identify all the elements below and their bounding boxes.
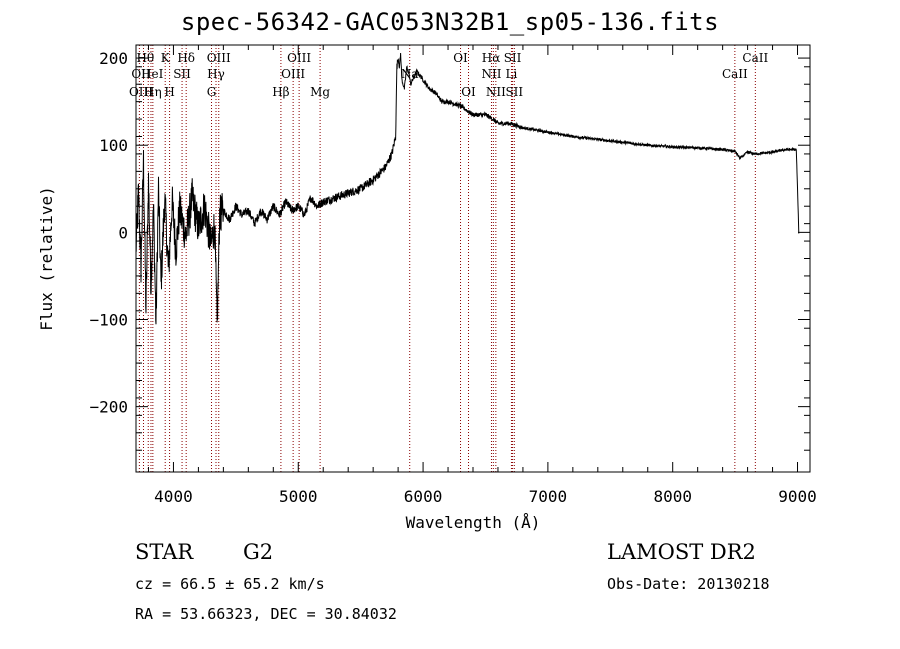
line-label: SII	[505, 85, 523, 99]
line-label: SII	[173, 67, 191, 81]
line-label: OI	[453, 51, 468, 65]
line-label: OIII	[281, 67, 305, 81]
line-label: OIII	[207, 51, 231, 65]
y-tick-label: 100	[99, 136, 128, 155]
x-tick-label: 6000	[404, 487, 443, 506]
line-label: CaII	[722, 67, 748, 81]
line-label: Hγ	[207, 67, 225, 81]
spectral-line-markers	[138, 45, 756, 472]
line-label: Hα	[482, 51, 501, 65]
object-subclass: G2	[243, 540, 274, 564]
line-label: K	[161, 51, 171, 65]
x-tick-label: 7000	[529, 487, 568, 506]
plot-frame	[135, 44, 811, 473]
x-axis-label: Wavelength (Å)	[406, 513, 541, 532]
line-label: OIII	[287, 51, 311, 65]
x-tick-label: 5000	[279, 487, 318, 506]
x-axis-ticks: 4000 5000 6000 7000 8000 9000	[147, 45, 817, 506]
line-label: NII	[486, 85, 506, 99]
coordinates-text: RA = 53.66323, DEC = 30.84032	[135, 605, 397, 623]
line-label: Hδ	[177, 51, 195, 65]
y-axis-label: Flux (relative)	[37, 186, 56, 331]
redshift-text: cz = 66.5 ± 65.2 km/s	[135, 575, 325, 593]
line-label: H	[164, 85, 174, 99]
x-tick-label: 9000	[778, 487, 817, 506]
object-class: STAR	[135, 540, 194, 564]
y-tick-label: 0	[118, 223, 128, 242]
line-label: G	[207, 85, 217, 99]
line-label: Hβ	[272, 85, 289, 99]
chart-title: spec-56342-GAC053N32B1_sp05-136.fits	[180, 8, 720, 36]
line-label: CaII	[742, 51, 768, 65]
line-label: Hη	[144, 85, 162, 99]
y-tick-label: −200	[89, 398, 128, 417]
y-tick-label: −100	[89, 311, 128, 330]
y-tick-label: 200	[99, 49, 128, 68]
line-label: OI	[461, 85, 476, 99]
flux-spectrum-line	[135, 52, 800, 325]
line-label: SII	[504, 51, 522, 65]
y-axis-ticks: 200 100 0 −100 −200	[89, 49, 810, 451]
line-label: NII	[481, 67, 501, 81]
observation-date: Obs-Date: 20130218	[607, 575, 770, 593]
line-label: OIII	[129, 85, 153, 99]
line-label: HeI	[141, 67, 164, 81]
x-tick-label: 4000	[154, 487, 193, 506]
line-label: Mg	[310, 85, 330, 99]
survey-name: LAMOST DR2	[607, 540, 756, 564]
line-label: Li	[506, 67, 518, 81]
x-tick-label: 8000	[653, 487, 692, 506]
